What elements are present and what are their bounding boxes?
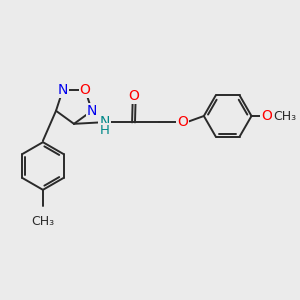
Text: O: O <box>128 89 139 103</box>
Text: O: O <box>80 83 91 97</box>
Text: CH₃: CH₃ <box>32 214 55 227</box>
Text: H: H <box>100 124 110 137</box>
Text: N: N <box>99 116 110 129</box>
Text: N: N <box>58 83 68 97</box>
Text: N: N <box>87 104 97 118</box>
Text: CH₃: CH₃ <box>273 110 296 122</box>
Text: O: O <box>177 116 188 129</box>
Text: O: O <box>261 109 272 123</box>
